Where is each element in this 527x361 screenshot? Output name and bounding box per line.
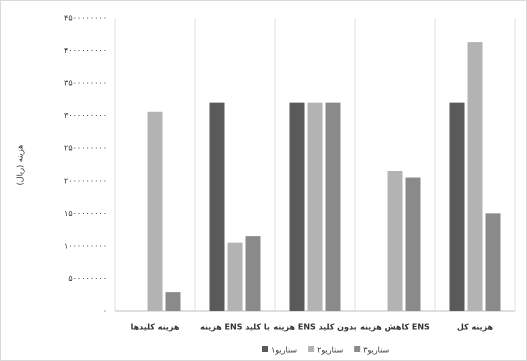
x-tick-label: هزینه ENS بدون کلید [273, 323, 356, 332]
bar [209, 102, 225, 312]
legend-swatch [262, 346, 268, 352]
bar [387, 171, 403, 311]
y-tick-label: ۴۰۰۰۰۰۰۰۰۰ [64, 46, 107, 55]
legend-swatch [308, 346, 315, 352]
bar [147, 111, 163, 311]
bar [289, 102, 305, 312]
y-tick-label: ۲۵۰۰۰۰۰۰۰۰ [64, 144, 107, 153]
y-tick-label: ۵۰۰۰۰۰۰۰۰ [68, 274, 107, 283]
bar [227, 242, 243, 311]
bar [485, 213, 501, 311]
y-tick-label: ۱۰۰۰۰۰۰۰۰۰ [64, 241, 107, 250]
y-tick-label: ۳۰۰۰۰۰۰۰۰۰ [64, 111, 107, 120]
bar [405, 177, 421, 311]
legend-label: سناریو۲ [317, 346, 343, 355]
x-tick-label: هزینه ENS با کلید [200, 323, 270, 332]
y-tick-label: ۴۵۰۰۰۰۰۰۰۰ [64, 14, 107, 23]
y-tick-label: ۱۵۰۰۰۰۰۰۰۰ [64, 209, 107, 218]
bar [307, 102, 323, 312]
legend-label: سناریو۱ [271, 346, 297, 355]
x-tick-label: کاهش هزینه ENS [360, 323, 430, 333]
bar [245, 236, 261, 311]
legend-label: سناریو۳ [363, 346, 389, 355]
bar [325, 102, 341, 312]
x-tick-label: هزینه کلیدها [131, 323, 180, 332]
legend-swatch [354, 346, 361, 352]
y-tick-label: ۰ [103, 307, 107, 316]
y-tick-label: ۳۵۰۰۰۰۰۰۰۰ [64, 79, 107, 88]
y-axis-title: هزینه (ریال) [16, 145, 25, 186]
x-tick-label: هزینه کل [457, 323, 494, 332]
y-tick-label: ۲۰۰۰۰۰۰۰۰۰ [64, 176, 107, 185]
bar [449, 102, 465, 312]
bar [165, 292, 181, 311]
bar [467, 42, 483, 311]
